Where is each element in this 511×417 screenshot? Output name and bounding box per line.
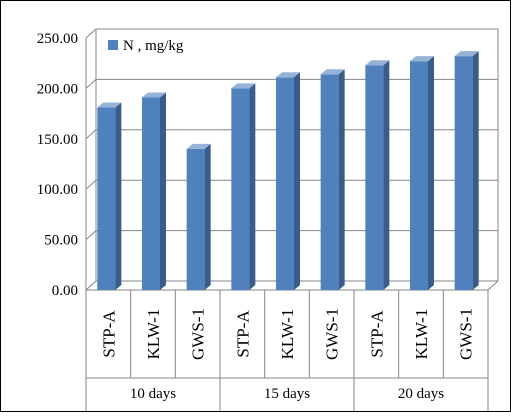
y-tick-label: 250.00 [37,31,78,47]
bar-top [454,51,479,57]
x-tick-label: GWS-1 [189,308,208,360]
y-tick-label: 50.00 [44,233,78,249]
bar-top [231,83,256,89]
x-tick-labels: STP-A KLW-1 GWS-1 STP-A KLW-1 GWS-1 STP-A KLW-1… [85,290,489,411]
legend-label: N , mg/kg [123,38,184,54]
y-tick-label: 200.00 [37,81,78,97]
bar-front [320,74,339,291]
bar-top [410,56,434,62]
gridline-depth [85,79,97,89]
bar-side [294,72,300,290]
bar-front [186,148,205,290]
bar-top [142,92,166,98]
bar-side [204,143,211,290]
bar-front [97,107,116,290]
x-tick-label: KLW-1 [144,309,163,360]
bar-front [276,77,294,290]
bar-top [365,60,390,66]
bar-front [142,97,160,290]
bar-side [338,69,345,291]
bar-top [97,102,122,108]
bar-side [472,51,479,291]
x-tick-label: STP-A [99,310,118,358]
bar-side [160,92,166,290]
gridline-depth [85,230,97,240]
gridline-depth [85,280,97,291]
y-tick-label: 0.00 [52,283,78,299]
bar-front [410,61,428,291]
bar-top [186,143,211,149]
y-tick-label: 100.00 [37,182,78,198]
bar-front [365,65,384,290]
x-tick-label: KLW-1 [278,309,297,360]
legend-swatch [108,40,118,50]
bar-side [428,56,434,291]
bar-top [276,72,300,78]
x-tick-label: GWS-1 [323,308,342,360]
legend: N , mg/kg [108,38,184,54]
x-tick-label: KLW-1 [412,309,431,360]
x-tick-label: STP-A [367,310,386,358]
gridline-depth [85,129,97,140]
bar-top [320,69,345,75]
gridline-depth [85,28,97,39]
gridline-depth [85,179,97,190]
bar-front [454,56,473,291]
y-tick-label: 150.00 [37,132,78,148]
bars [97,51,479,291]
bar-side [115,102,122,290]
bar-side [383,60,390,290]
x-tick-label: STP-A [233,310,252,358]
x-group-label: 15 days [264,386,310,402]
x-group-label: 20 days [398,386,444,402]
bar-side [249,83,256,291]
x-group-label: 10 days [130,386,176,402]
x-axis-depth-line [487,280,499,291]
bar-front [231,88,250,291]
y-tick-labels: 0.00 50.00 100.00 150.00 200.00 250.00 [37,31,78,299]
x-tick-label: GWS-1 [457,308,476,360]
